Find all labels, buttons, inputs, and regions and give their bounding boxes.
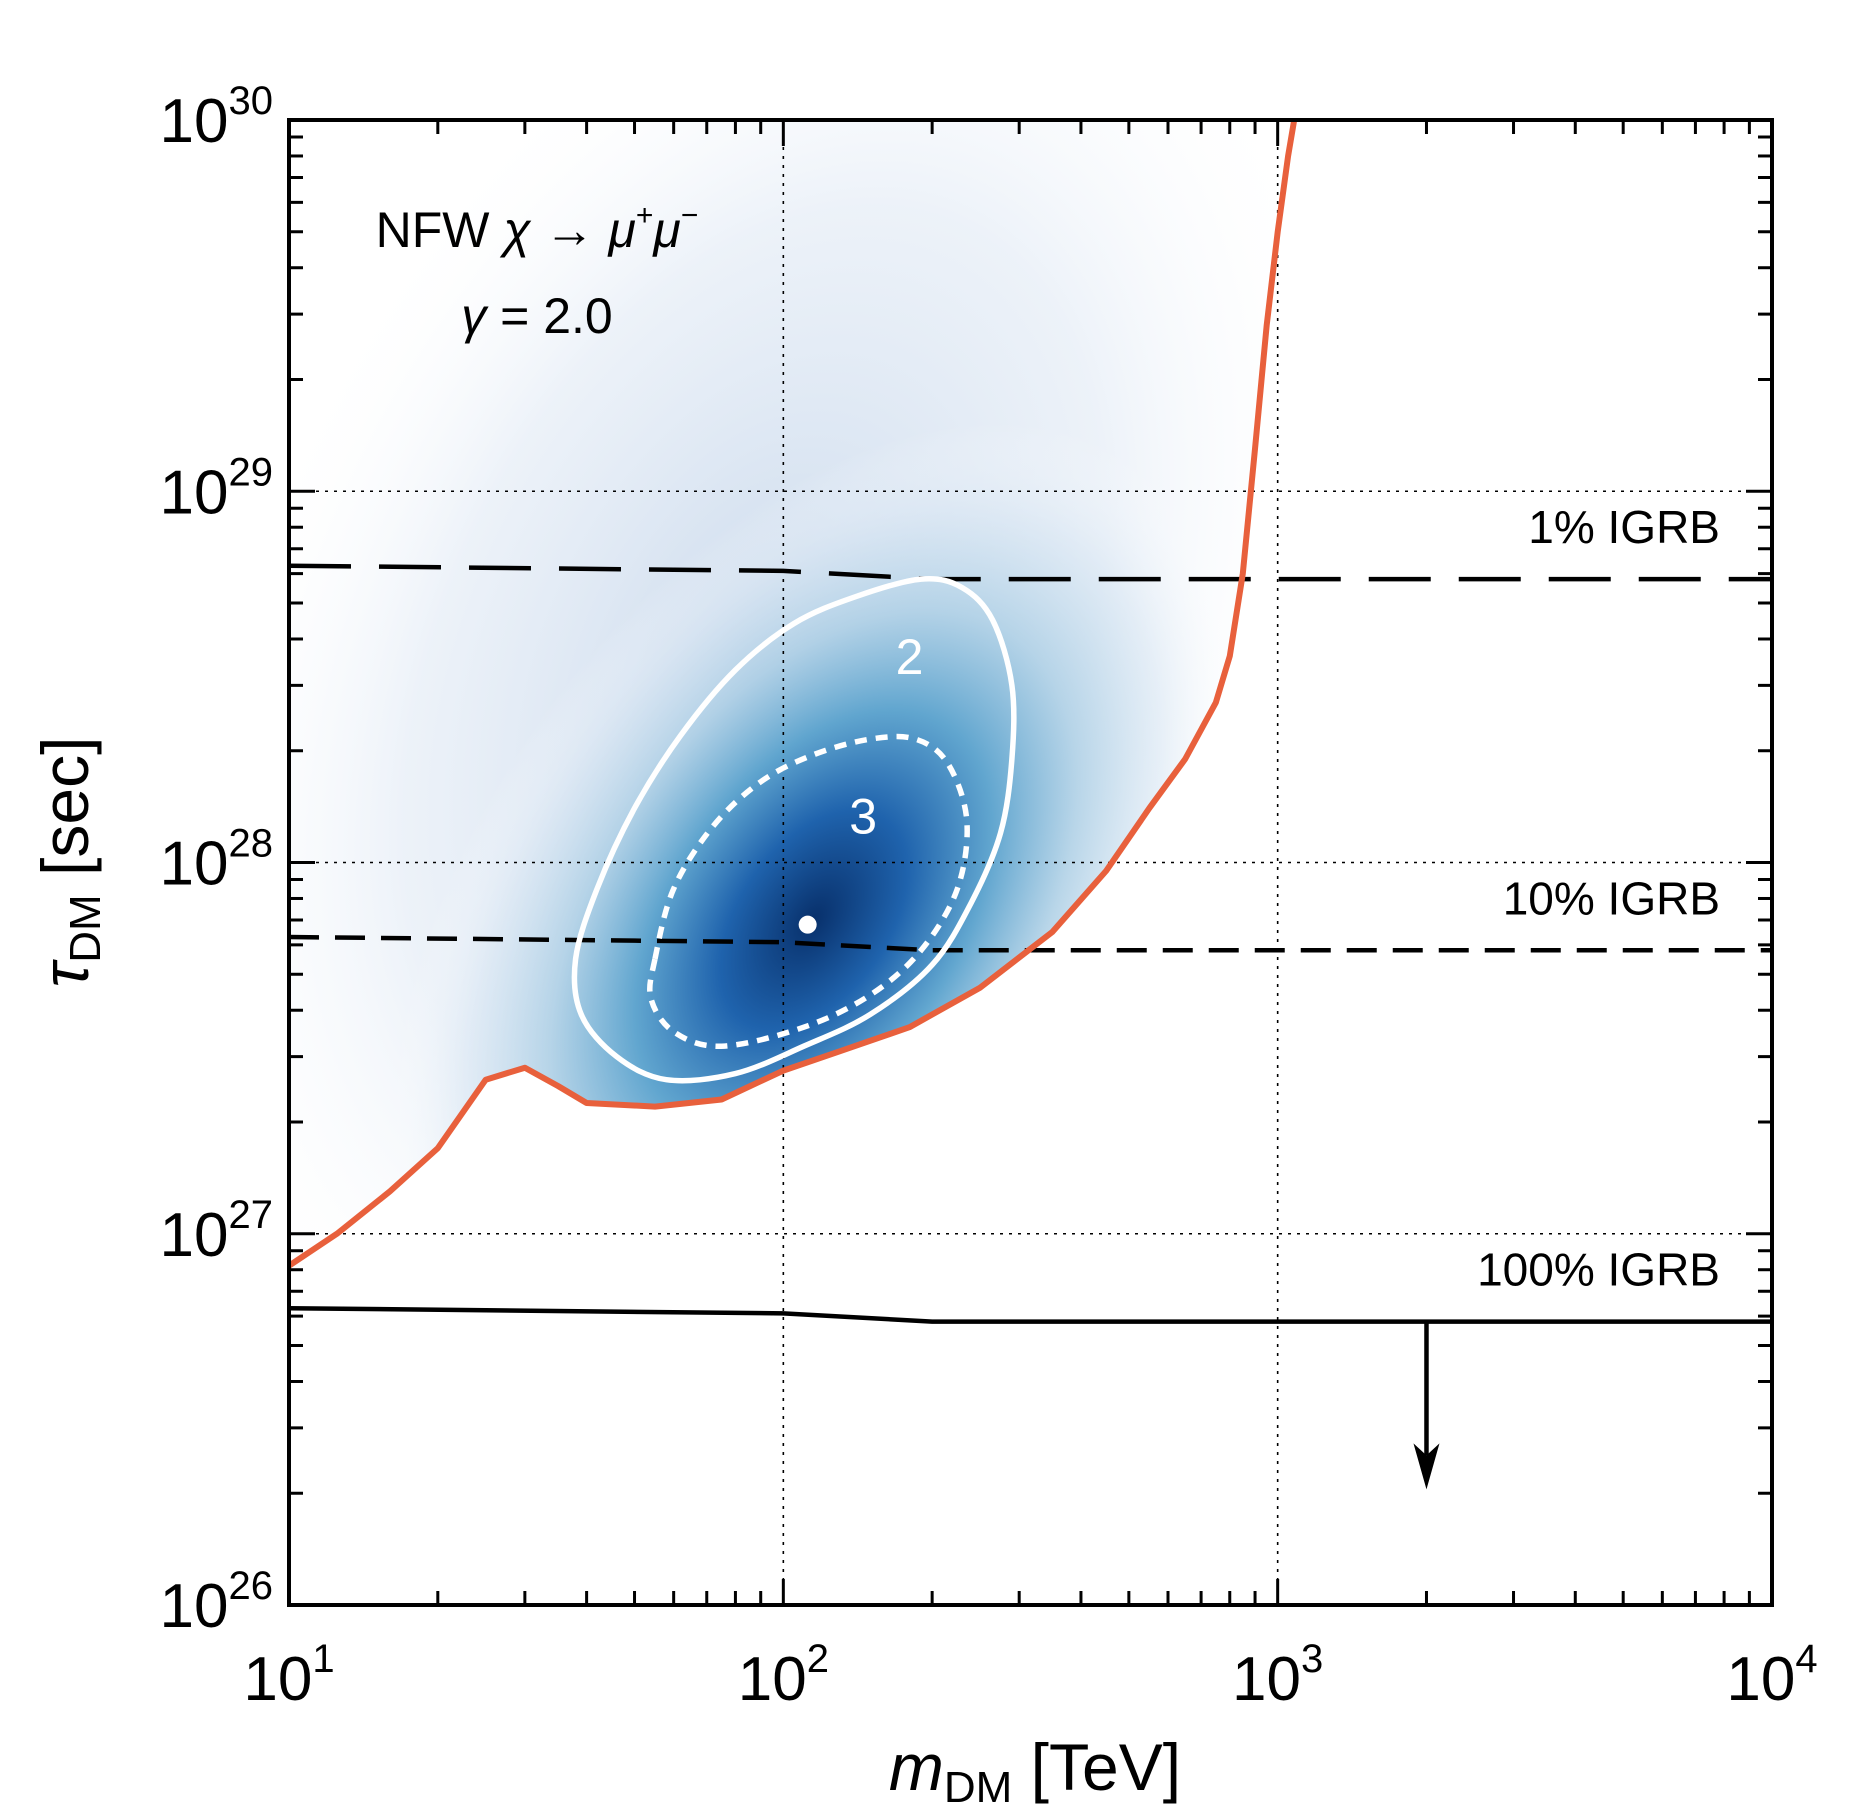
y-tick-label: 1029 <box>160 450 273 527</box>
contour-label-2: 2 <box>896 629 924 685</box>
limit-arrow <box>1413 1321 1440 1490</box>
igrb-line-1 <box>288 563 1772 582</box>
grid <box>289 120 1772 1605</box>
axis-ticks <box>287 118 1774 1607</box>
best-fit-point <box>798 915 817 934</box>
annotation-text: NFW χ → μ+μ− γ = 2.0 <box>376 199 699 344</box>
y-tick-label: 1027 <box>160 1193 273 1270</box>
x-tick-labels: 101 102 103 104 <box>243 1637 1817 1714</box>
x-tick-label: 101 <box>243 1637 334 1714</box>
igrb-label-2: 10% IGRB <box>1503 872 1720 924</box>
plot-frame <box>287 118 1774 1607</box>
y-tick-label: 1028 <box>160 822 273 899</box>
igrb-label-3: 100% IGRB <box>1477 1244 1720 1296</box>
annotation-line1: NFW χ → μ+μ− <box>376 199 699 258</box>
igrb-reference-lines: 1% IGRB 10% IGRB 100% IGRB <box>288 501 1772 1324</box>
igrb-line-2 <box>288 934 1772 953</box>
exclusion-curve <box>289 120 1298 1269</box>
density-region <box>289 120 1295 1266</box>
x-tick-label: 104 <box>1726 1637 1817 1714</box>
contour-label-3: 3 <box>849 788 877 844</box>
x-tick-label: 103 <box>1232 1637 1323 1714</box>
igrb-line-3 <box>288 1305 1772 1324</box>
y-tick-labels: 1026 1027 1028 1029 1030 <box>160 79 273 1641</box>
y-tick-label: 1030 <box>160 79 273 156</box>
igrb-label-1: 1% IGRB <box>1528 501 1720 553</box>
contour-2sigma <box>571 576 1017 1084</box>
y-tick-label: 1026 <box>160 1564 273 1641</box>
x-axis-title: mDM [TeV] <box>889 1730 1181 1811</box>
significance-contours: 23 <box>571 576 1017 1084</box>
y-axis-title: τDM [sec] <box>28 737 110 988</box>
x-tick-label: 102 <box>738 1637 829 1714</box>
annotation-line2: γ = 2.0 <box>461 288 613 344</box>
arrow-head <box>1413 1443 1440 1490</box>
